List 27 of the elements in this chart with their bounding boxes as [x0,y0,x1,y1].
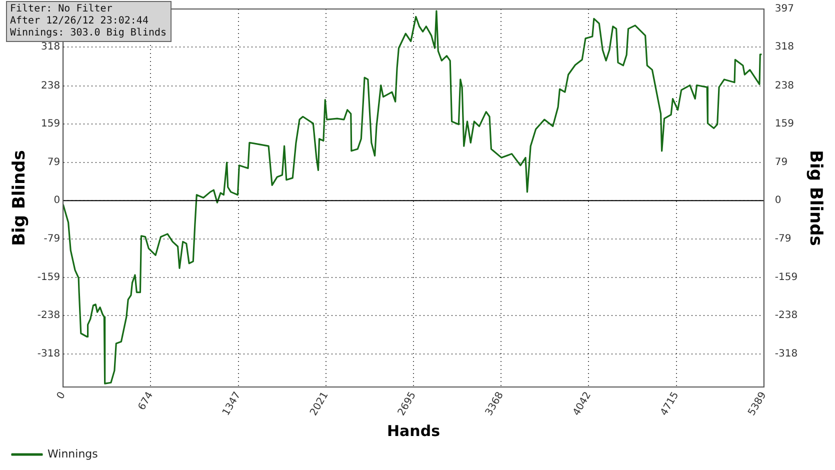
y2-tick-label: 79 [774,157,788,168]
y-tick-label: 238 [41,80,60,92]
x-tick-label: 0 [55,390,68,402]
y-tick-label: 0 [54,195,60,206]
y2-tick-label: 397 [774,4,794,15]
annotation: After 12/26/12 23:02:44 [10,16,148,27]
annotation: Filter: No Filter [10,4,112,15]
y2-tick-label: -159 [774,272,798,283]
y-tick-label: -238 [37,310,60,322]
y-tick-label: -159 [37,272,60,283]
legend-label: Winnings [48,447,98,460]
annotation: Winnings: 303.0 Big Blinds [10,28,167,39]
y-tick-label: 79 [47,157,60,168]
y2-tick-label: -318 [774,348,798,360]
y2-axis-title: Big Blinds [805,150,826,246]
y-axis-title: Big Blinds [10,150,30,246]
y2-tick-label: -79 [774,233,792,244]
y-tick-label: 318 [41,42,60,53]
x-axis-title: Hands [386,422,440,440]
y2-tick-label: 318 [774,42,794,53]
y-tick-label: -79 [44,233,60,244]
y-tick-label: 159 [41,118,60,130]
y-tick-label: -318 [37,348,60,360]
y2-tick-label: 0 [774,195,782,206]
y2-tick-label: 159 [774,118,794,130]
y2-tick-label: 238 [774,80,794,92]
y2-tick-label: -238 [774,310,798,322]
